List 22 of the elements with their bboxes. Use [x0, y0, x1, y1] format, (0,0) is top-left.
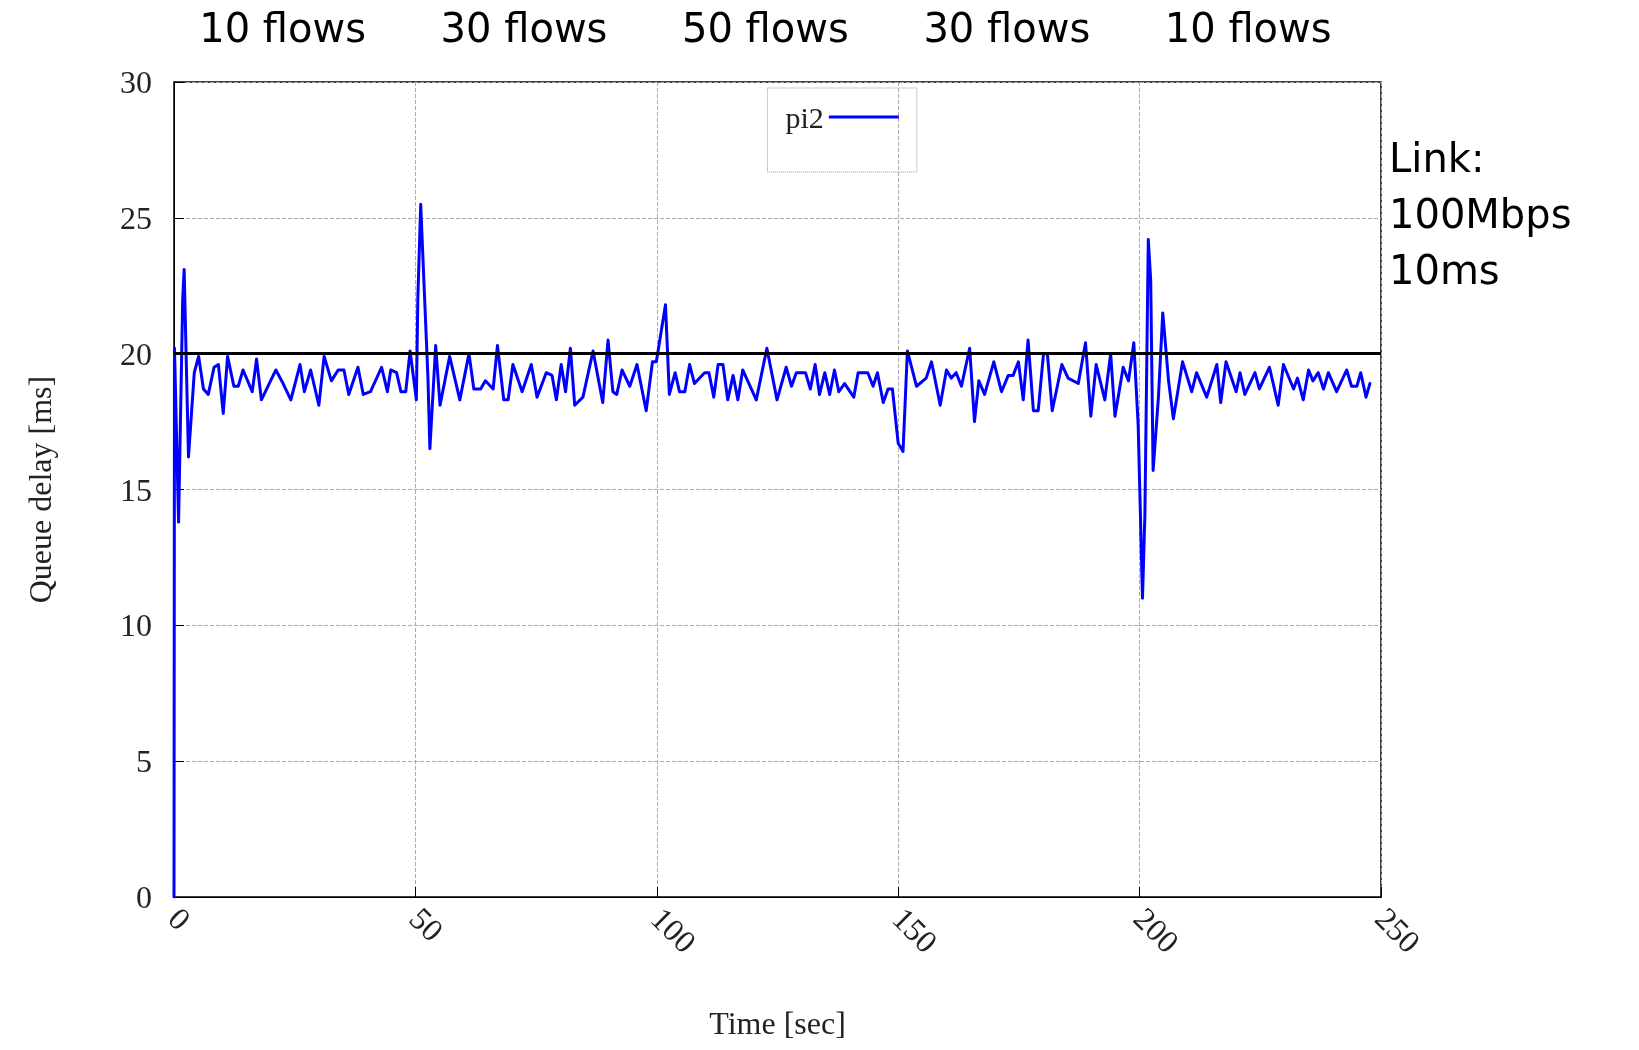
- text: 10 flows: [1164, 5, 1332, 51]
- x-axis-title: Time [sec]: [709, 1005, 846, 1041]
- x-tick-label: 200: [1126, 900, 1187, 960]
- x-tick-label: 250: [1368, 900, 1428, 960]
- text: 30 flows: [440, 5, 608, 51]
- y-tick-label: 20: [120, 335, 152, 372]
- y-axis-title: Queue delay [ms]: [22, 375, 58, 604]
- x-tick-label: 150: [885, 900, 945, 960]
- x-tick-label: 0: [161, 900, 199, 938]
- y-tick-label: 30: [120, 64, 152, 100]
- line-series: [172, 202, 1372, 899]
- text: 10 flows: [199, 5, 367, 51]
- text: 30 flows: [923, 5, 1091, 51]
- y-tick-label: 10: [120, 607, 152, 644]
- x-tick-label: 50: [402, 900, 451, 949]
- y-tick-label: 5: [136, 743, 152, 780]
- legend-label: pi2: [785, 100, 824, 134]
- text: 50 flows: [682, 5, 849, 51]
- x-tick-label: 100: [644, 900, 704, 960]
- y-tick-label: 25: [120, 199, 152, 236]
- text: Link: 100Mbps 10ms: [1389, 135, 1572, 293]
- y-tick-label: 15: [120, 471, 152, 508]
